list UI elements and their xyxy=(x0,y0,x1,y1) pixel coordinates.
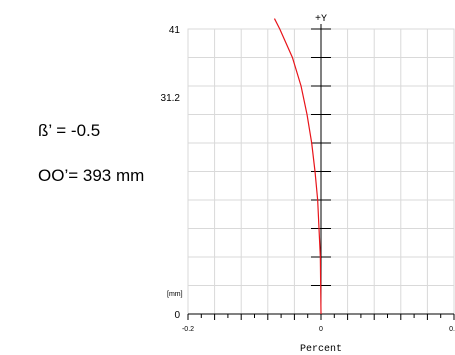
y-axis-top-label: +Y xyxy=(315,14,327,25)
y-tick-label: 0 xyxy=(174,310,180,321)
y-tick-label: 41 xyxy=(169,25,181,36)
x-axis-title: Percent xyxy=(300,344,342,355)
y-unit-label: [mm] xyxy=(167,291,183,298)
object-distance-label: OO’= 393 mm xyxy=(38,166,145,185)
magnification-label: ß’ = -0.5 xyxy=(38,121,101,140)
distortion-curve xyxy=(273,18,322,315)
x-tick-label: 0.2 xyxy=(449,326,455,333)
x-tick-label: 0 xyxy=(319,326,323,333)
axis-ticks xyxy=(187,28,455,320)
axis-labels: +Y Percent [mm] -0.200.24131.20 xyxy=(161,14,455,355)
grid xyxy=(188,29,454,314)
x-tick-label: -0.2 xyxy=(182,326,194,333)
series-group xyxy=(273,18,322,315)
y-tick-label: 31.2 xyxy=(161,93,181,104)
